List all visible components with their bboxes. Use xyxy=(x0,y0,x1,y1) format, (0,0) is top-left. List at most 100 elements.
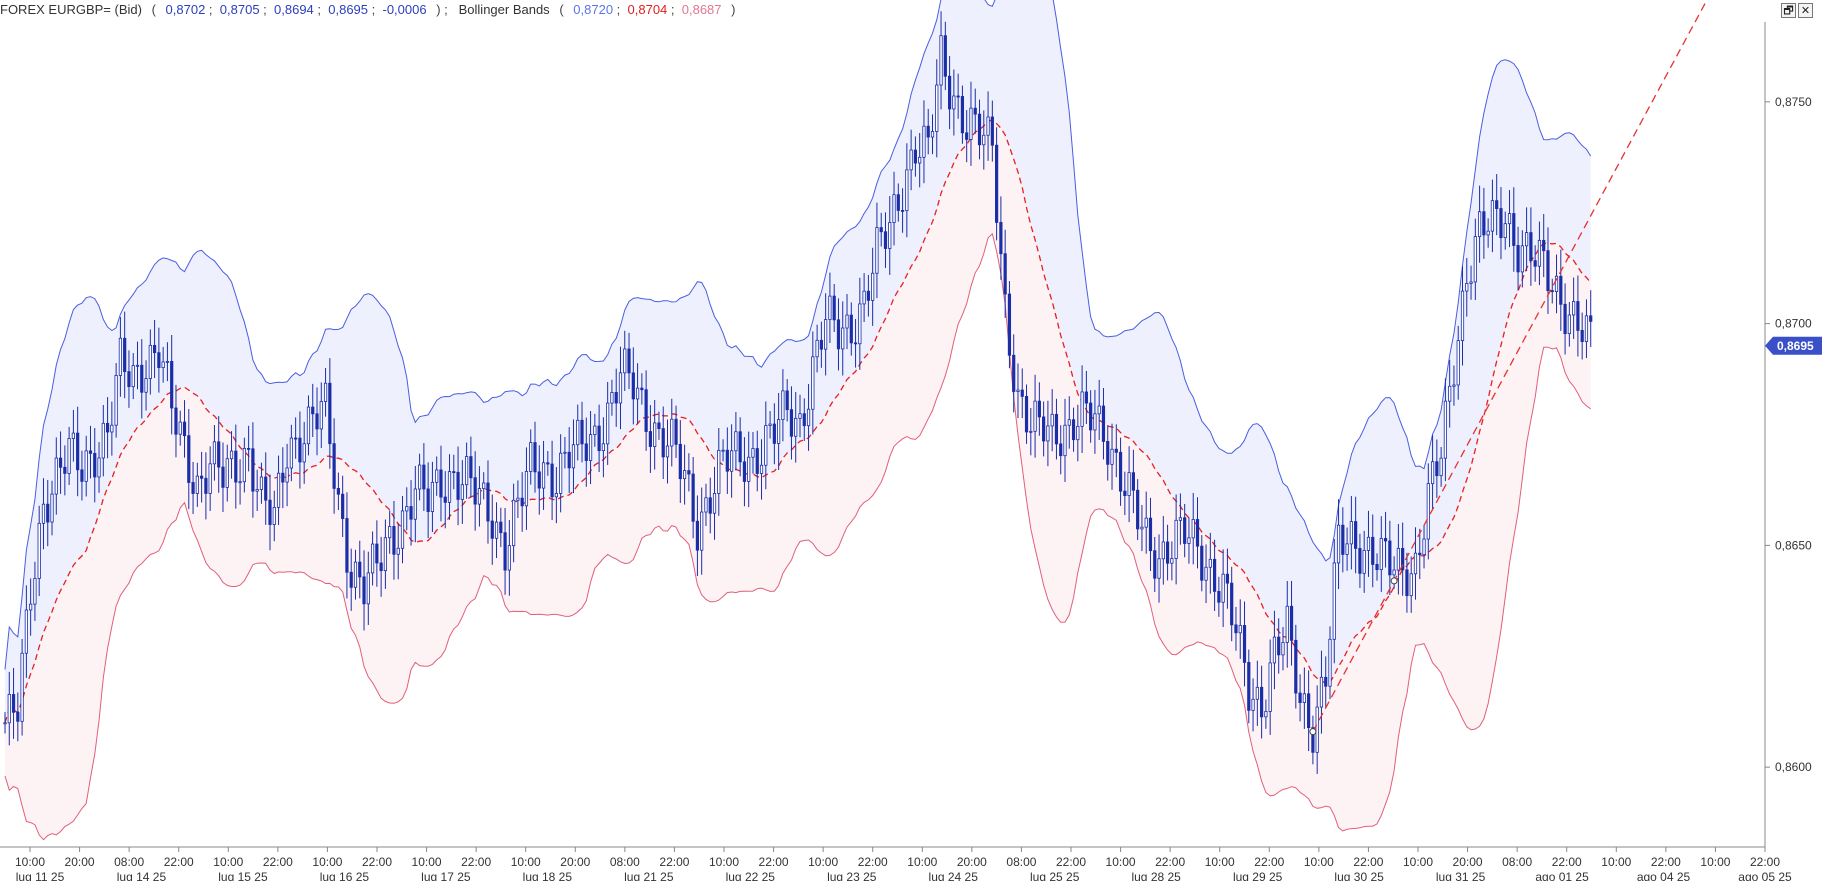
candle xyxy=(1272,610,1277,690)
candle xyxy=(1204,544,1208,604)
candle-body xyxy=(311,406,315,415)
candle-body xyxy=(37,522,41,579)
candle-body xyxy=(50,493,54,523)
candle-body xyxy=(1580,330,1584,342)
candle xyxy=(84,435,88,497)
candle-body xyxy=(614,392,618,404)
candle-body xyxy=(1277,636,1281,656)
candle xyxy=(165,342,170,382)
candle xyxy=(1319,650,1324,734)
candle xyxy=(345,492,349,599)
candle xyxy=(135,341,140,390)
candle xyxy=(1345,527,1349,571)
candle xyxy=(1388,520,1392,596)
candle xyxy=(1584,299,1589,359)
candle-body xyxy=(541,462,546,489)
candle xyxy=(24,585,28,678)
restore-icon[interactable]: 🗗 xyxy=(1781,3,1796,18)
candle xyxy=(392,501,396,580)
candle xyxy=(1110,423,1114,490)
candle xyxy=(973,88,977,134)
last-price-label: 0,8695 xyxy=(1777,339,1814,353)
candle xyxy=(298,411,302,489)
candle xyxy=(977,99,982,160)
candle-body xyxy=(999,222,1003,255)
candle xyxy=(524,447,529,530)
candle-body xyxy=(1349,521,1353,545)
candle-body xyxy=(1525,232,1529,247)
x-time-label: 08:00 xyxy=(1006,855,1036,869)
candle xyxy=(221,442,225,512)
candle xyxy=(1127,446,1131,523)
x-date-label: lug 30 25 xyxy=(1334,870,1384,881)
candle-body xyxy=(789,409,794,437)
candle xyxy=(255,469,259,511)
candle xyxy=(789,386,794,460)
candle-body xyxy=(375,543,379,564)
candle-body xyxy=(388,526,392,539)
candle xyxy=(362,550,366,631)
candle xyxy=(1529,207,1533,286)
candle xyxy=(242,437,246,493)
change-value: -0,0006 xyxy=(382,2,427,17)
candle-body xyxy=(717,449,721,494)
candle xyxy=(742,437,747,507)
candle-body xyxy=(1546,250,1550,292)
candle xyxy=(1336,499,1341,590)
candle-body xyxy=(1131,472,1135,491)
candle-body xyxy=(272,506,276,525)
candle xyxy=(16,692,20,742)
candle-body xyxy=(289,437,293,469)
candle xyxy=(1012,334,1016,413)
close-icon[interactable]: ✕ xyxy=(1798,3,1813,18)
candle-body xyxy=(1063,424,1067,457)
candle xyxy=(54,437,58,515)
candle xyxy=(529,429,533,485)
candle-body xyxy=(516,497,520,501)
y-tick-label: 0,8750 xyxy=(1775,95,1812,109)
x-date-label: lug 18 25 xyxy=(523,870,573,881)
candle xyxy=(1525,207,1529,272)
candle-body xyxy=(853,342,858,345)
candle-body xyxy=(1371,536,1375,565)
candle xyxy=(935,59,939,158)
candle xyxy=(1042,401,1046,457)
x-time-label: 22:00 xyxy=(164,855,194,869)
candle-body xyxy=(1067,419,1071,426)
candle-body xyxy=(225,458,229,488)
candle xyxy=(747,431,751,508)
candle xyxy=(1144,491,1148,554)
candle xyxy=(268,474,272,551)
candle xyxy=(1482,187,1486,259)
upper-band-line xyxy=(4,0,1592,670)
candle-body xyxy=(1319,676,1324,708)
candle-body xyxy=(734,431,738,452)
candle xyxy=(738,417,742,477)
candle xyxy=(1332,538,1336,664)
candle xyxy=(798,394,802,438)
candle-body xyxy=(1315,706,1319,753)
candle xyxy=(178,410,182,446)
candle xyxy=(541,440,546,510)
candle-body xyxy=(46,503,50,523)
candle-body xyxy=(1345,543,1349,555)
candle xyxy=(366,551,370,626)
candle-body xyxy=(1255,686,1259,700)
candle-body xyxy=(1336,524,1341,564)
candle xyxy=(764,401,768,490)
candle xyxy=(212,424,217,481)
candle-body xyxy=(802,413,806,427)
candle xyxy=(1080,365,1084,453)
candle-body xyxy=(413,488,417,520)
candle-body xyxy=(118,337,123,376)
candle-body xyxy=(631,372,635,400)
candle xyxy=(845,294,849,350)
candle-body xyxy=(580,419,584,445)
candle-body xyxy=(191,482,195,494)
candle xyxy=(311,383,315,438)
candle-body xyxy=(738,431,742,463)
candle xyxy=(1490,179,1495,253)
x-time-label: 08:00 xyxy=(114,855,144,869)
candle-body xyxy=(123,337,127,373)
